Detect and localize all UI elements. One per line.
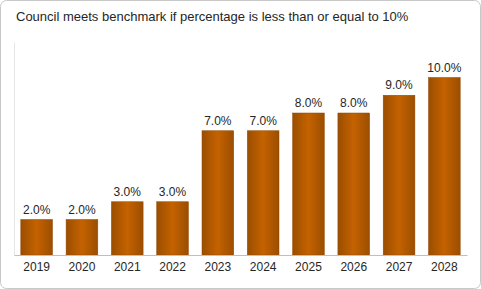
chart: Council meets benchmark if percentage is… [0, 0, 481, 289]
chart-frame [1, 1, 481, 289]
data-label: 2.0% [68, 203, 96, 217]
x-tick-label: 2026 [340, 260, 367, 274]
x-tick: 2019 [23, 260, 50, 274]
data-label: 9.0% [385, 78, 413, 92]
bar [428, 78, 460, 256]
x-tick-label: 2020 [69, 260, 96, 274]
x-tick: 2027 [386, 260, 413, 274]
x-tick: 2022 [159, 260, 186, 274]
data-labels: 2.0% 2.0% 3.0% 3.0% 7.0% 7.0% 8.0% 8.0% 9.0% 10.0… [23, 61, 462, 217]
data-label: 10.0% [427, 61, 461, 75]
x-tick-label: 2022 [159, 260, 186, 274]
y-axis [14, 43, 15, 256]
bar [66, 220, 98, 256]
data-label: 8.0% [295, 96, 323, 110]
x-tick: 2020 [69, 260, 96, 274]
x-tick: 2025 [295, 260, 322, 274]
data-label: 3.0% [159, 185, 187, 199]
x-tick: 2023 [204, 260, 231, 274]
bar [21, 220, 53, 256]
y-axis-line [14, 43, 15, 256]
x-axis: 2019 2020 2021 2022 2023 2024 2025 2026 2027 2028 [15, 256, 468, 275]
x-tick-label: 2028 [431, 260, 458, 274]
data-label: 7.0% [249, 114, 277, 128]
data-label: 8.0% [340, 96, 368, 110]
bar [111, 202, 143, 255]
chart-title: Council meets benchmark if percentage is… [16, 9, 409, 24]
x-tick: 2026 [340, 260, 367, 274]
x-tick: 2028 [431, 260, 458, 274]
x-axis-line [15, 255, 468, 256]
bar [338, 113, 370, 255]
bar [157, 202, 189, 255]
x-tick-label: 2021 [114, 260, 141, 274]
x-tick-label: 2019 [23, 260, 50, 274]
data-label: 7.0% [204, 114, 232, 128]
bars [21, 78, 460, 256]
bar [202, 131, 234, 255]
x-tick-label: 2023 [204, 260, 231, 274]
x-tick-label: 2027 [386, 260, 413, 274]
x-tick: 2021 [114, 260, 141, 274]
bar [247, 131, 279, 255]
x-tick-label: 2024 [250, 260, 277, 274]
x-tick: 2024 [250, 260, 277, 274]
x-tick-label: 2025 [295, 260, 322, 274]
bar [383, 95, 415, 255]
data-label: 2.0% [23, 203, 51, 217]
data-label: 3.0% [114, 185, 142, 199]
bar [293, 113, 325, 255]
